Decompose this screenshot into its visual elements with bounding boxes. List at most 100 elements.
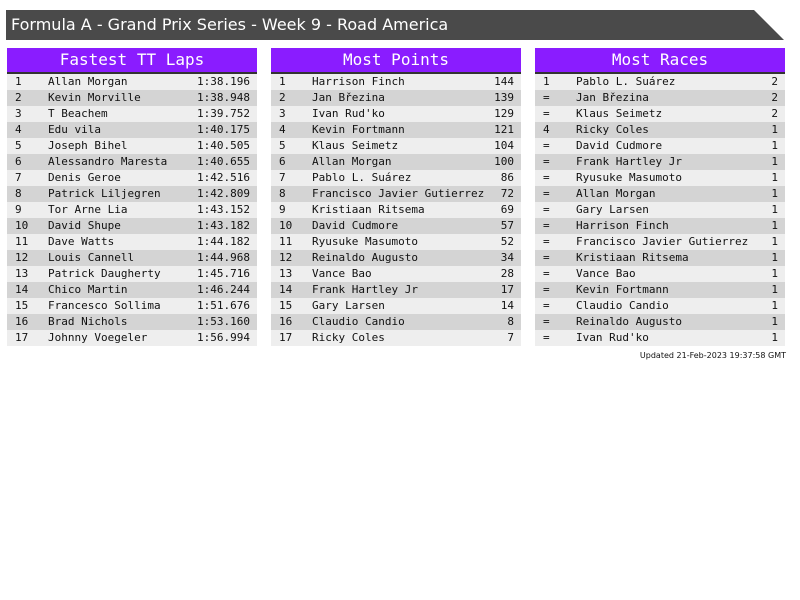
rank: = — [543, 187, 550, 200]
value: 72 — [500, 187, 514, 200]
rank: 14 — [279, 283, 293, 296]
table-row: = Francisco Javier Gutierrez 1 — [535, 234, 785, 250]
rank: 9 — [279, 203, 286, 216]
rank: 10 — [279, 219, 293, 232]
table-row: 3 Ivan Rud'ko 129 — [271, 106, 521, 122]
value: 139 — [494, 91, 514, 104]
driver-name: Frank Hartley Jr — [312, 283, 418, 296]
driver-name: Francisco Javier Gutierrez — [312, 187, 485, 200]
driver-name: Kristiaan Ritsema — [312, 203, 425, 216]
driver-name: Edu vila — [48, 123, 101, 136]
rank: 1 — [279, 75, 286, 88]
table-row: 9 Tor Arne Lia 1:43.152 — [7, 202, 257, 218]
rank: 8 — [15, 187, 22, 200]
driver-name: Denis Geroe — [48, 171, 121, 184]
value: 1:51.676 — [197, 299, 250, 312]
value: 2 — [771, 75, 778, 88]
rank: = — [543, 331, 550, 344]
driver-name: Claudio Candio — [312, 315, 405, 328]
driver-name: T Beachem — [48, 107, 108, 120]
table-row: 14 Chico Martin 1:46.244 — [7, 282, 257, 298]
value: 1 — [771, 283, 778, 296]
updated-timestamp: Updated 21-Feb-2023 19:37:58 GMT — [639, 351, 786, 360]
value: 1 — [771, 219, 778, 232]
standings-table: 1 Pablo L. Suárez 2 = Jan Březina 2 = Klaus Sei… — [535, 74, 785, 346]
rank: 7 — [15, 171, 22, 184]
driver-name: Ryusuke Masumoto — [576, 171, 682, 184]
driver-name: Klaus Seimetz — [576, 107, 663, 120]
driver-name: Jan Březina — [312, 91, 385, 104]
table-row: 1 Pablo L. Suárez 2 — [535, 74, 785, 90]
rank: 5 — [279, 139, 286, 152]
table-row: = Kristiaan Ritsema 1 — [535, 250, 785, 266]
driver-name: Tor Arne Lia — [48, 203, 128, 216]
value: 1:45.716 — [197, 267, 250, 280]
table-row: = Ryusuke Masumoto 1 — [535, 170, 785, 186]
rank: 1 — [543, 75, 550, 88]
value: 100 — [494, 155, 514, 168]
value: 7 — [507, 331, 514, 344]
value: 2 — [771, 91, 778, 104]
table-row: 11 Dave Watts 1:44.182 — [7, 234, 257, 250]
rank: 7 — [279, 171, 286, 184]
rank: 11 — [279, 235, 293, 248]
table-row: 12 Reinaldo Augusto 34 — [271, 250, 521, 266]
rank: 4 — [543, 123, 550, 136]
value: 1 — [771, 171, 778, 184]
rank: 17 — [279, 331, 293, 344]
rank: 5 — [15, 139, 22, 152]
value: 1:56.994 — [197, 331, 250, 344]
table-row: 17 Johnny Voegeler 1:56.994 — [7, 330, 257, 346]
value: 1 — [771, 187, 778, 200]
value: 1 — [771, 123, 778, 136]
value: 1:38.196 — [197, 75, 250, 88]
driver-name: Claudio Candio — [576, 299, 669, 312]
rank: = — [543, 139, 550, 152]
rank: 6 — [15, 155, 22, 168]
table-row: 1 Allan Morgan 1:38.196 — [7, 74, 257, 90]
rank: 14 — [15, 283, 29, 296]
driver-name: Ricky Coles — [312, 331, 385, 344]
driver-name: Gary Larsen — [312, 299, 385, 312]
rank: = — [543, 171, 550, 184]
table-row: 6 Allan Morgan 100 — [271, 154, 521, 170]
driver-name: Harrison Finch — [312, 75, 405, 88]
table-row: 16 Brad Nichols 1:53.160 — [7, 314, 257, 330]
rank: = — [543, 91, 550, 104]
driver-name: Jan Březina — [576, 91, 649, 104]
rank: 13 — [279, 267, 293, 280]
driver-name: Harrison Finch — [576, 219, 669, 232]
driver-name: David Cudmore — [576, 139, 663, 152]
value: 34 — [500, 251, 514, 264]
driver-name: Johnny Voegeler — [48, 331, 148, 344]
driver-name: Joseph Bihel — [48, 139, 128, 152]
rank: 17 — [15, 331, 29, 344]
value: 52 — [500, 235, 514, 248]
rank: 15 — [15, 299, 29, 312]
table-row: = Frank Hartley Jr 1 — [535, 154, 785, 170]
value: 1:40.175 — [197, 123, 250, 136]
driver-name: Allan Morgan — [312, 155, 392, 168]
value: 8 — [507, 315, 514, 328]
driver-name: Kristiaan Ritsema — [576, 251, 689, 264]
value: 1 — [771, 315, 778, 328]
rank: 12 — [15, 251, 29, 264]
table-row: 2 Jan Březina 139 — [271, 90, 521, 106]
value: 2 — [771, 107, 778, 120]
rank: = — [543, 267, 550, 280]
driver-name: Ricky Coles — [576, 123, 649, 136]
driver-name: Patrick Liljegren — [48, 187, 161, 200]
rank: 16 — [15, 315, 29, 328]
value: 86 — [500, 171, 514, 184]
rank: = — [543, 283, 550, 296]
driver-name: Frank Hartley Jr — [576, 155, 682, 168]
value: 1:42.516 — [197, 171, 250, 184]
rank: 6 — [279, 155, 286, 168]
value: 1:40.655 — [197, 155, 250, 168]
value: 1 — [771, 203, 778, 216]
rank: = — [543, 203, 550, 216]
rank: 11 — [15, 235, 29, 248]
rank: = — [543, 155, 550, 168]
value: 28 — [500, 267, 514, 280]
table-row: 5 Joseph Bihel 1:40.505 — [7, 138, 257, 154]
